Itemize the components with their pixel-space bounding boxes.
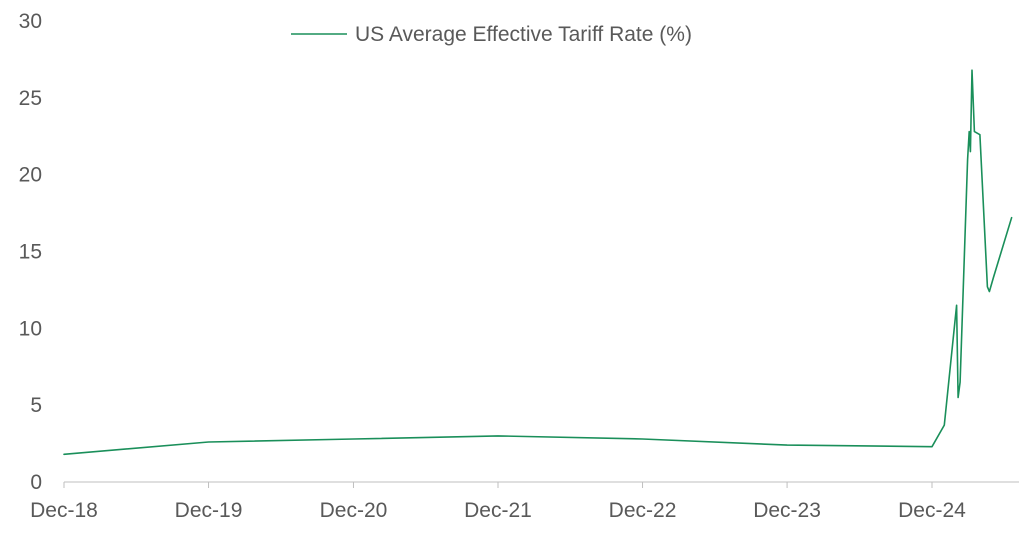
y-tick-label: 5 — [30, 394, 42, 417]
y-tick-label: 15 — [19, 241, 42, 264]
y-tick-label: 0 — [30, 471, 42, 494]
y-axis-ticks: 0 5 10 15 20 25 30 — [19, 10, 42, 494]
x-axis: Dec-18 Dec-19 Dec-20 Dec-21 Dec-22 Dec-23 Dec-… — [30, 481, 1019, 522]
x-tick-label: Dec-20 — [320, 499, 388, 522]
y-tick-label: 20 — [19, 164, 42, 187]
x-tick-label: Dec-24 — [898, 499, 966, 522]
y-tick-label: 10 — [19, 317, 42, 340]
x-tick-label: Dec-18 — [30, 499, 98, 522]
series-layer — [63, 69, 1013, 456]
x-tick-label: Dec-23 — [753, 499, 821, 522]
x-tick-label: Dec-21 — [464, 499, 532, 522]
legend: US Average Effective Tariff Rate (%) — [291, 23, 692, 46]
x-tick-label: Dec-19 — [175, 499, 243, 522]
x-tick-label: Dec-22 — [609, 499, 677, 522]
y-tick-label: 25 — [19, 87, 42, 110]
legend-label: US Average Effective Tariff Rate (%) — [355, 23, 692, 46]
series-line — [63, 69, 1013, 456]
y-tick-label: 30 — [19, 10, 42, 33]
